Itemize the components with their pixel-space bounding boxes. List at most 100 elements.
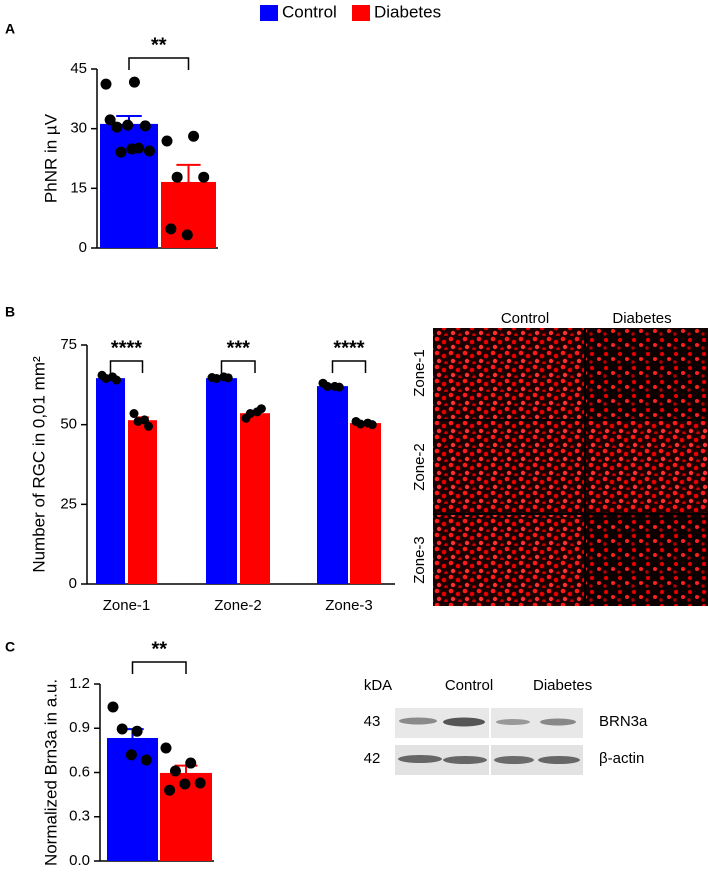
unit-label: kDA bbox=[364, 677, 392, 694]
y-axis-label: Number of RGC in 0,01 mm² bbox=[29, 356, 48, 573]
data-point bbox=[185, 757, 197, 769]
data-point bbox=[161, 135, 173, 147]
data-point bbox=[143, 145, 155, 157]
data-point bbox=[140, 754, 152, 766]
y-tick-label: 0 bbox=[69, 575, 77, 592]
band-label: BRN3a bbox=[599, 713, 648, 730]
significance-bracket bbox=[109, 360, 144, 373]
bar bbox=[240, 413, 270, 584]
kda-label: 43 bbox=[364, 713, 381, 730]
data-point bbox=[116, 723, 128, 735]
y-axis-label: PhNR in µV bbox=[41, 113, 60, 203]
blot-band bbox=[443, 756, 487, 764]
significance-bracket bbox=[131, 661, 187, 674]
significance-bracket bbox=[220, 360, 256, 373]
bar bbox=[128, 420, 157, 584]
y-tick-label: 0.0 bbox=[69, 852, 90, 869]
data-point bbox=[144, 421, 154, 431]
column-label: Control bbox=[445, 677, 493, 694]
data-point bbox=[223, 373, 233, 383]
significance-label: *** bbox=[227, 337, 251, 359]
data-point bbox=[107, 701, 119, 713]
y-tick-label: 25 bbox=[60, 495, 77, 512]
data-point bbox=[165, 223, 177, 235]
data-point bbox=[129, 409, 139, 419]
error-bar bbox=[176, 163, 201, 182]
western-blot: kDA Control Diabetes 43 42 BRN3a β-actin bbox=[364, 677, 648, 775]
blot-band bbox=[399, 717, 437, 725]
row-label: Zone-2 bbox=[411, 443, 428, 491]
data-point bbox=[334, 382, 344, 392]
row-label: Zone-3 bbox=[411, 536, 428, 584]
row-label: Zone-1 bbox=[411, 349, 428, 397]
data-point bbox=[104, 114, 116, 126]
data-point bbox=[322, 381, 332, 391]
bar bbox=[96, 378, 125, 584]
data-point bbox=[131, 725, 143, 737]
data-point bbox=[122, 119, 134, 131]
data-point bbox=[169, 765, 181, 777]
legend-label: Control bbox=[282, 2, 337, 21]
bar bbox=[350, 423, 381, 584]
image-tile bbox=[433, 515, 584, 606]
x-tick-label: Zone-2 bbox=[214, 597, 262, 614]
image-tile bbox=[586, 515, 708, 606]
data-point bbox=[112, 375, 122, 385]
data-point bbox=[125, 749, 137, 761]
blot-band bbox=[538, 756, 580, 764]
legend-label: Diabetes bbox=[374, 2, 441, 21]
image-tile bbox=[586, 421, 708, 513]
significance-bracket bbox=[331, 360, 367, 373]
significance-label: **** bbox=[111, 337, 142, 359]
blot-band bbox=[496, 719, 530, 725]
significance-label: ** bbox=[151, 34, 167, 56]
significance-bracket bbox=[128, 57, 190, 70]
kda-label: 42 bbox=[364, 750, 381, 767]
y-tick-label: 0.3 bbox=[69, 808, 90, 825]
image-tile bbox=[433, 328, 584, 419]
x-tick-label: Zone-1 bbox=[103, 597, 151, 614]
data-point bbox=[111, 121, 123, 133]
blot-band bbox=[540, 718, 576, 726]
data-point bbox=[194, 777, 206, 789]
column-label: Control bbox=[501, 310, 549, 327]
band-label: β-actin bbox=[599, 750, 644, 767]
microscopy-image: Control Diabetes Zone-1 Zone-2 Zone-3 bbox=[411, 310, 708, 606]
data-point bbox=[355, 419, 365, 429]
data-point bbox=[164, 784, 176, 796]
x-tick-label: Zone-3 bbox=[325, 597, 373, 614]
y-tick-label: 0.6 bbox=[69, 763, 90, 780]
data-point bbox=[256, 404, 266, 414]
y-tick-label: 1.2 bbox=[69, 675, 90, 692]
data-point bbox=[133, 416, 143, 426]
data-point bbox=[179, 778, 191, 790]
image-tile bbox=[586, 328, 708, 419]
data-point bbox=[128, 76, 140, 88]
data-point bbox=[160, 742, 172, 754]
data-point bbox=[126, 143, 138, 155]
data-point bbox=[181, 229, 193, 241]
y-tick-label: 15 bbox=[70, 179, 87, 196]
data-point bbox=[100, 78, 112, 90]
bar bbox=[100, 123, 158, 248]
data-point bbox=[211, 373, 221, 383]
data-point bbox=[115, 146, 127, 158]
column-label: Diabetes bbox=[533, 677, 592, 694]
y-tick-label: 30 bbox=[70, 120, 87, 137]
image-tile bbox=[433, 421, 584, 513]
panel-label: A bbox=[5, 21, 15, 37]
blot-band bbox=[494, 756, 534, 764]
y-tick-label: 0 bbox=[79, 239, 87, 256]
data-point bbox=[245, 409, 255, 419]
y-tick-label: 50 bbox=[60, 416, 77, 433]
panel-label: C bbox=[5, 639, 15, 655]
column-label: Diabetes bbox=[612, 310, 671, 327]
bar bbox=[206, 378, 237, 584]
data-point bbox=[188, 130, 200, 142]
data-point bbox=[139, 120, 151, 132]
data-point bbox=[171, 171, 183, 183]
panel-label: B bbox=[5, 304, 15, 320]
data-point bbox=[198, 171, 210, 183]
